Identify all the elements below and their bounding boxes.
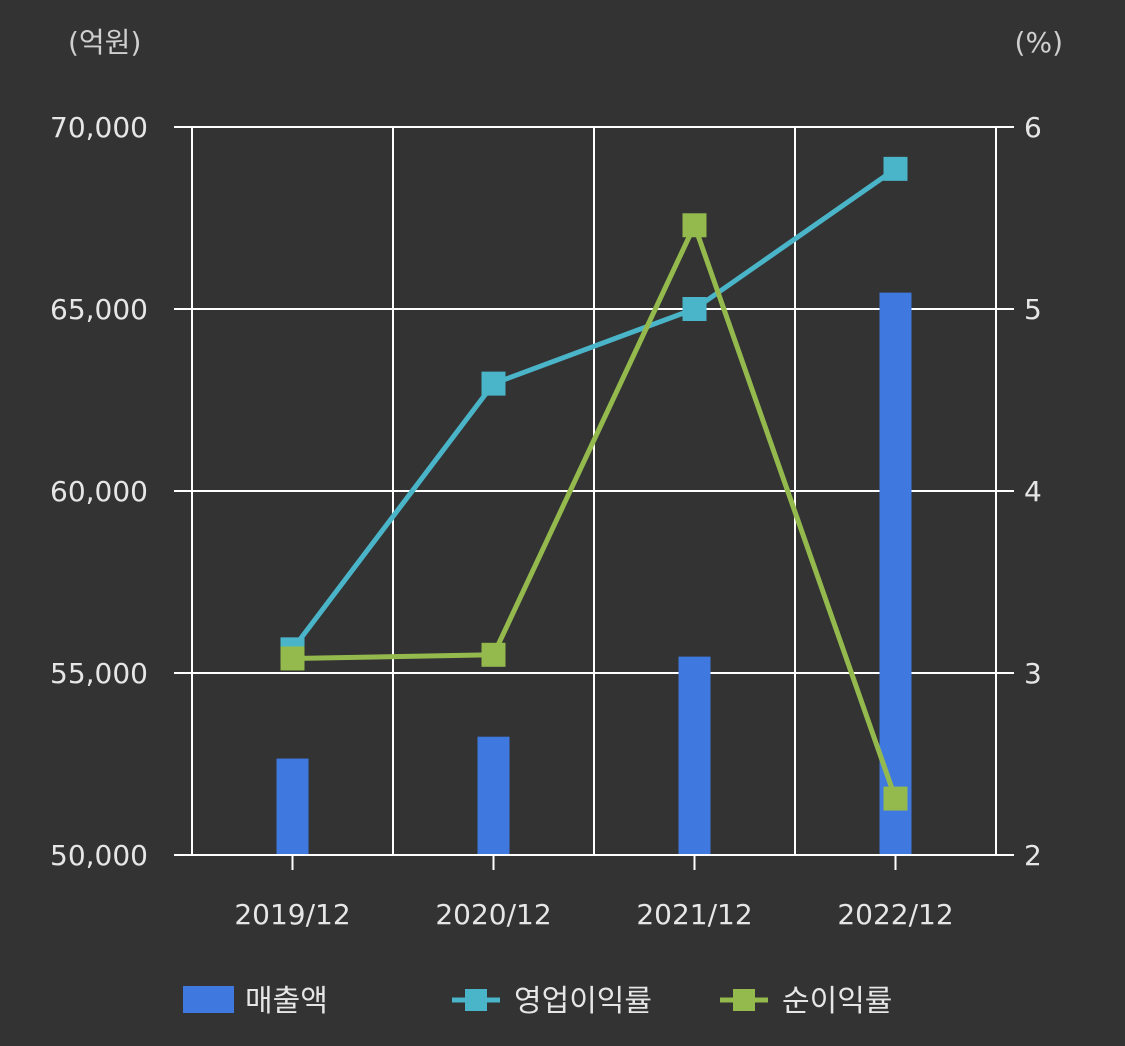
left-axis-unit: (억원) [68,26,141,59]
x-tick-label: 2019/12 [234,898,350,931]
bar-series [276,292,912,855]
legend-item: 순이익률 [720,984,892,1019]
legend-swatch-marker [733,989,755,1011]
right-tick-label: 5 [1024,293,1042,326]
right-tick-label: 3 [1024,657,1042,690]
series-line [292,222,898,800]
legend: 매출액 영업이익률 순이익률 [183,984,892,1019]
left-tick-label: 70,000 [50,111,148,144]
series-line [290,166,897,651]
legend-label: 매출액 [245,984,328,1019]
data-point-marker [481,642,506,667]
data-point-marker [883,156,908,181]
line-series [280,156,908,811]
axes: 50,000 55,000 60,000 65,000 70,000 2 3 4 5 6 2019/… [50,111,1042,931]
right-tick-label: 4 [1024,475,1042,508]
legend-label: 영업이익률 [514,984,652,1019]
left-tick-label: 50,000 [50,839,148,872]
legend-item: 매출액 [183,984,328,1019]
right-tick-label: 2 [1024,839,1042,872]
legend-swatch-marker [465,989,487,1011]
data-point-marker [280,646,305,671]
x-tick-label: 2020/12 [435,898,551,931]
legend-label: 순이익률 [782,984,892,1019]
data-point-marker [682,213,707,238]
legend-item: 영업이익률 [452,984,652,1019]
x-tick-label: 2021/12 [636,898,752,931]
left-tick-label: 60,000 [50,475,148,508]
bar [276,758,309,855]
right-axis-unit: (%) [1015,26,1063,59]
left-tick-label: 65,000 [50,293,148,326]
right-tick-label: 6 [1024,111,1042,144]
left-tick-label: 55,000 [50,657,148,690]
data-point-marker [883,786,908,811]
legend-swatch-bar [183,986,234,1013]
x-tick-label: 2022/12 [837,898,953,931]
data-point-marker [481,371,506,396]
bar [477,736,510,855]
bar [678,656,711,855]
data-point-marker [682,297,707,321]
